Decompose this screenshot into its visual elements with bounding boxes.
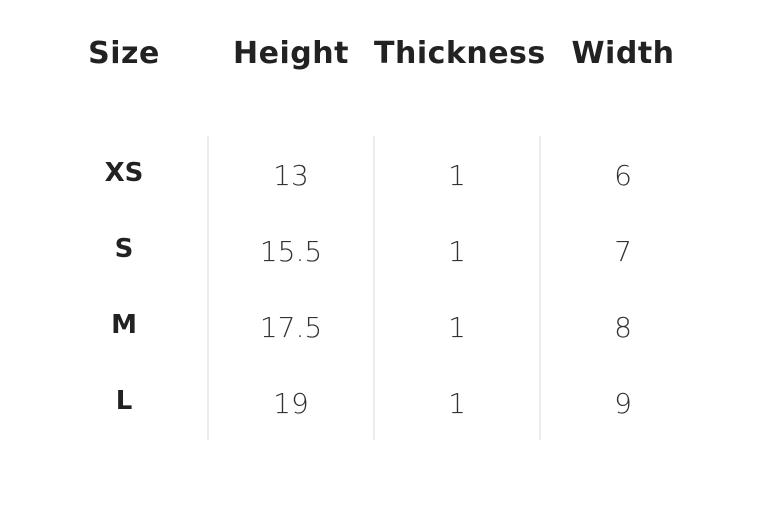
column-divider	[539, 136, 541, 440]
cell-width: 7	[614, 235, 632, 268]
cell-height: 17.5	[259, 311, 323, 344]
cell-size: XS	[104, 158, 144, 188]
cell-size: M	[111, 310, 137, 340]
cell-height: 13	[273, 159, 309, 192]
cell-thickness: 1	[448, 387, 466, 420]
header-thickness: Thickness	[374, 36, 546, 71]
header-width: Width	[571, 36, 675, 71]
cell-width: 9	[614, 387, 632, 420]
cell-width: 6	[614, 159, 632, 192]
cell-width: 8	[614, 311, 632, 344]
column-divider	[373, 136, 375, 440]
cell-size: S	[114, 234, 134, 264]
cell-thickness: 1	[448, 159, 466, 192]
cell-height: 19	[273, 387, 309, 420]
cell-size: L	[115, 386, 133, 416]
cell-thickness: 1	[448, 311, 466, 344]
header-height: Height	[233, 36, 349, 71]
column-divider	[207, 136, 209, 440]
header-size: Size	[88, 36, 160, 71]
cell-height: 15.5	[259, 235, 323, 268]
cell-thickness: 1	[448, 235, 466, 268]
